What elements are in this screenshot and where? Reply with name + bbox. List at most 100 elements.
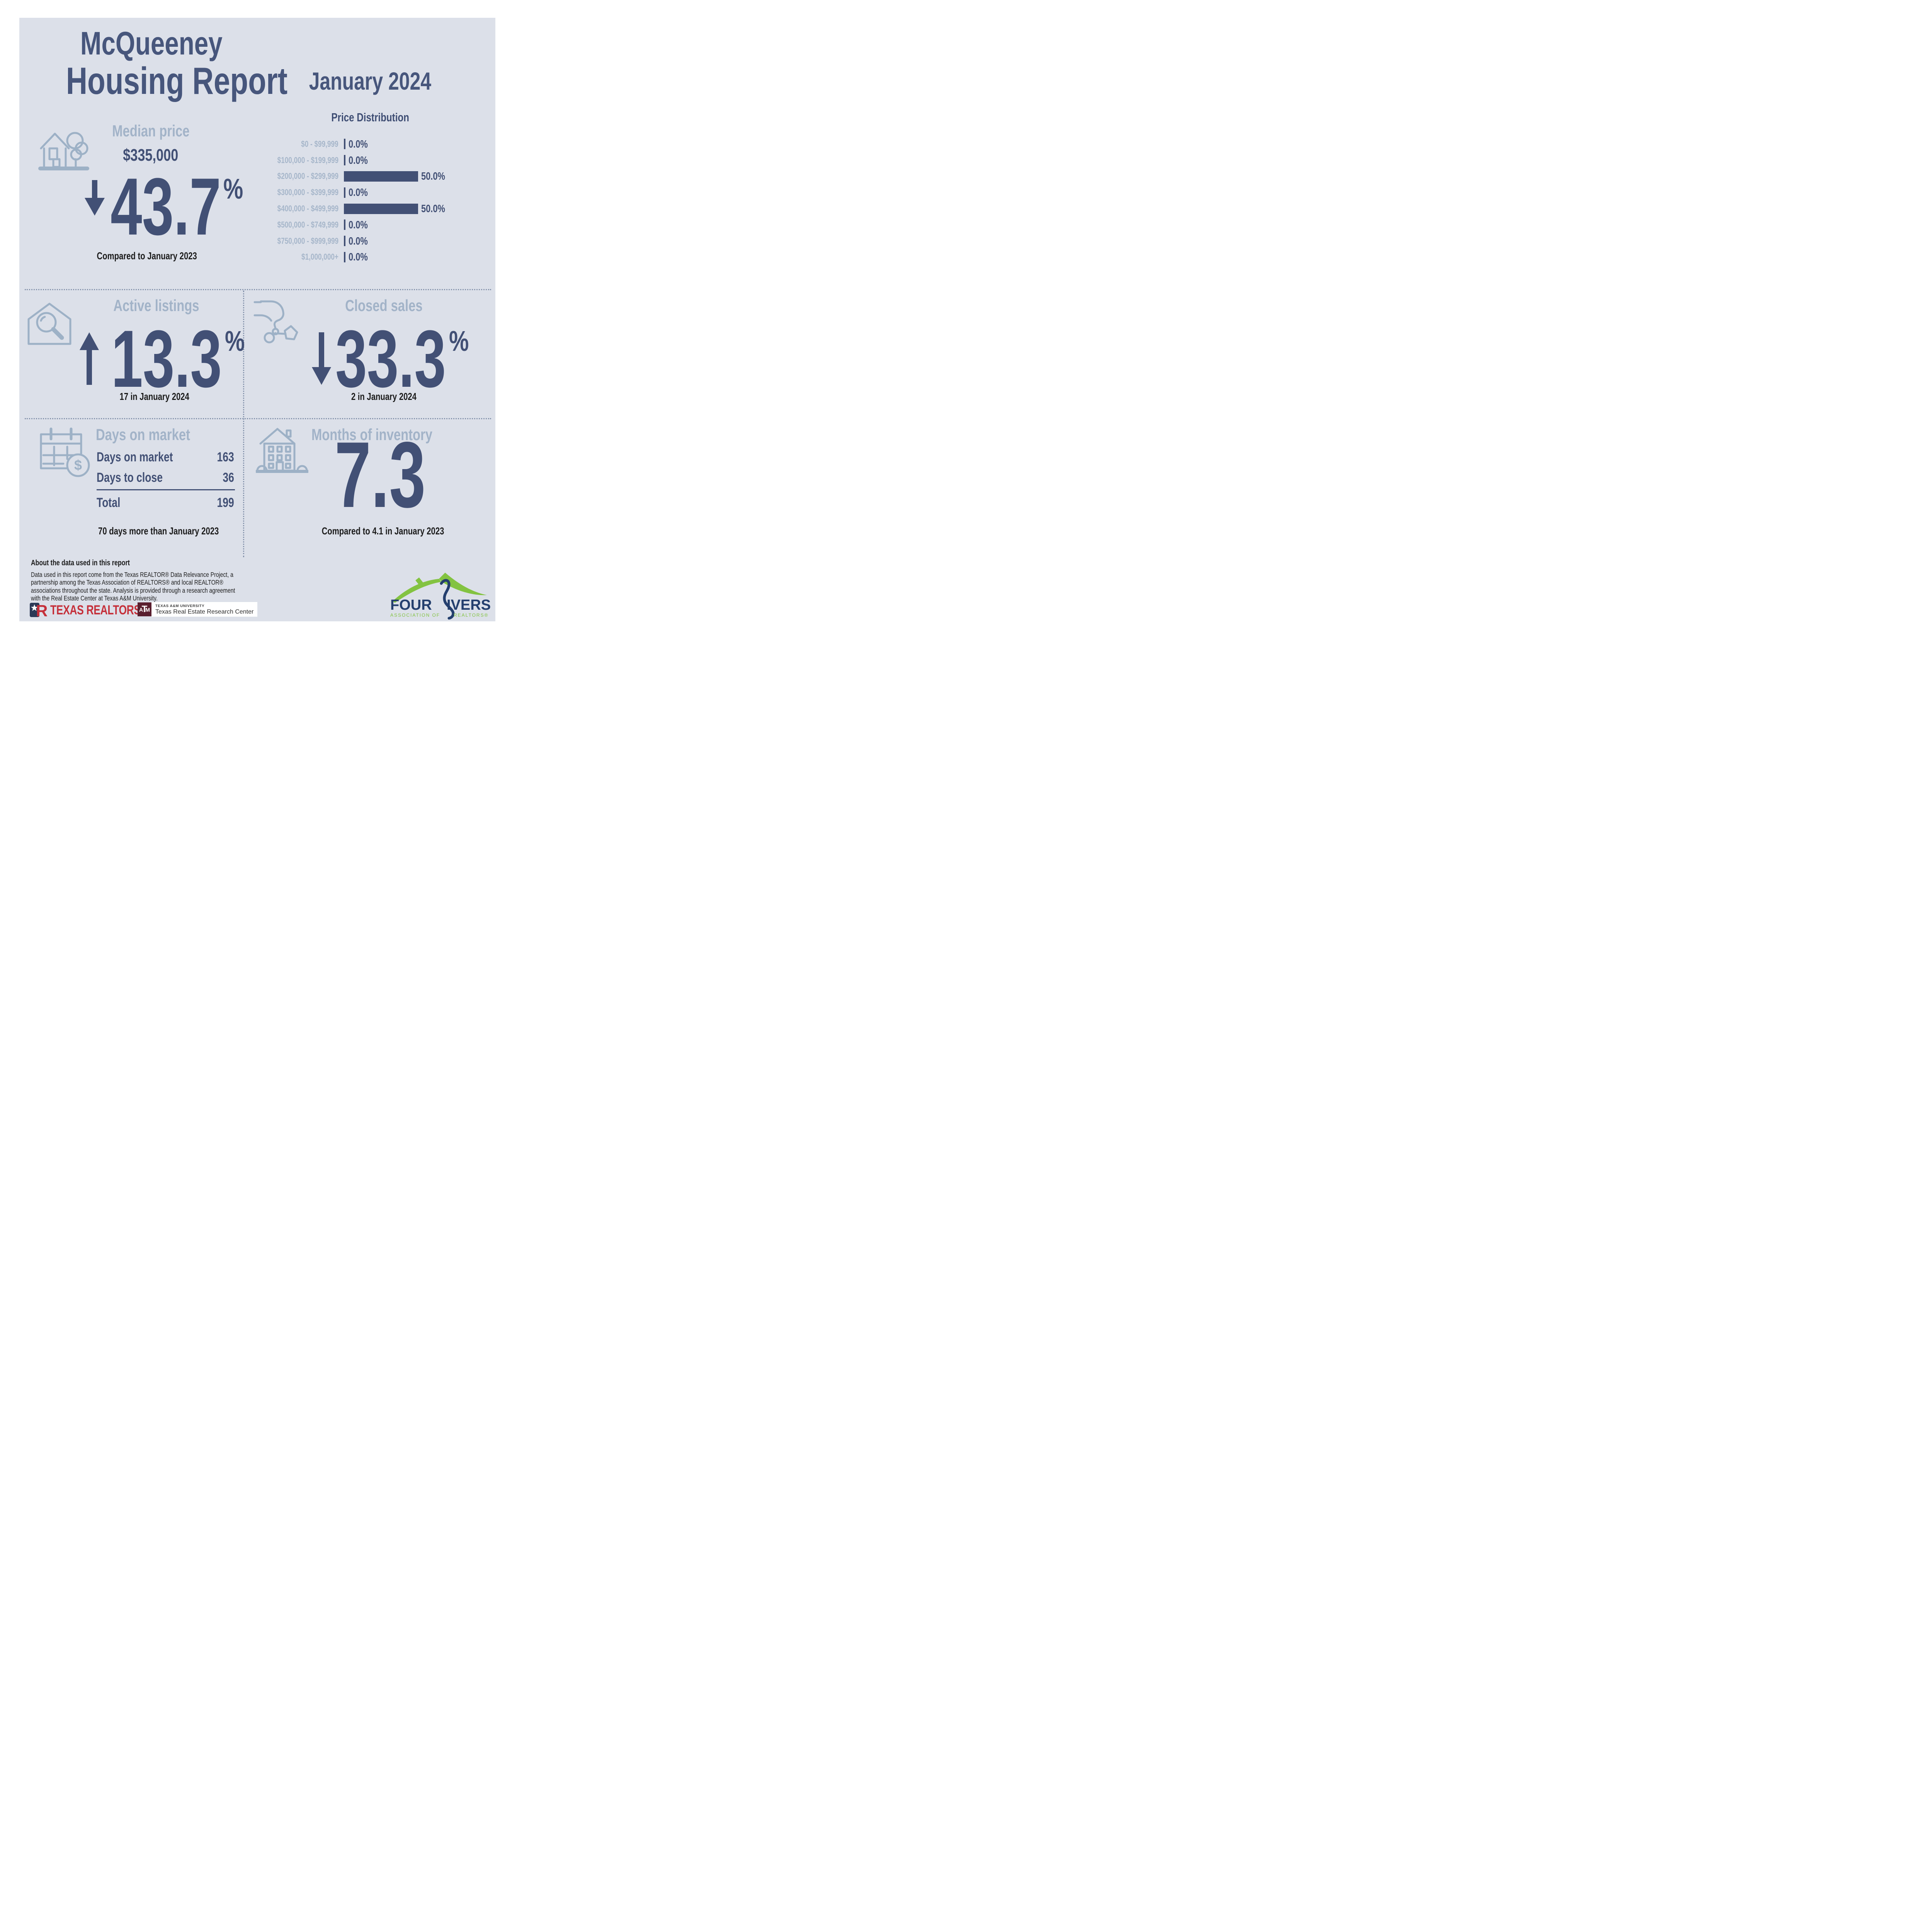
texas-realtors-mark-icon: R xyxy=(30,602,47,618)
table-total-rule xyxy=(97,489,235,490)
days-to-close-row-value: 36 xyxy=(223,470,234,485)
trerc-wordmark: TEXAS A&M UNIVERSITY Texas Real Estate R… xyxy=(151,602,258,617)
about-section: About the data used in this report Data … xyxy=(31,559,244,602)
days-on-market-caption: 70 days more than January 2023 xyxy=(98,525,219,537)
distribution-value-label: 50.0% xyxy=(421,202,445,215)
closed-sales-caption: 2 in January 2024 xyxy=(351,391,417,402)
page-title-line2: Housing Report xyxy=(66,60,288,102)
texas-realtors-wordmark: TEXAS REALTORS® xyxy=(50,602,148,617)
down-arrow-icon xyxy=(85,180,105,216)
distribution-value-label: 0.0% xyxy=(349,138,368,150)
trerc-logo: A T M TEXAS A&M UNIVERSITY Texas Real Es… xyxy=(138,602,258,617)
up-arrow-icon xyxy=(80,332,99,385)
trerc-university-line: TEXAS A&M UNIVERSITY xyxy=(155,604,205,608)
trerc-center-line: Texas Real Estate Research Center xyxy=(155,608,254,615)
total-row-label: Total xyxy=(97,495,121,510)
distribution-value-label: 50.0% xyxy=(421,170,445,182)
distribution-plot: 0.0% xyxy=(344,219,373,231)
horizontal-divider xyxy=(25,289,491,290)
distribution-category-label: $0 - $99,999 xyxy=(301,139,338,149)
distribution-row: $0 - $99,999 0.0% xyxy=(224,136,495,152)
distribution-value-label: 0.0% xyxy=(349,186,368,199)
distribution-row: $100,000 - $199,999 0.0% xyxy=(224,152,495,168)
distribution-category-label: $1,000,000+ xyxy=(301,252,338,262)
distribution-category-label: $400,000 - $499,999 xyxy=(277,204,338,214)
distribution-value-label: 0.0% xyxy=(349,235,368,247)
median-price-percent-sign: % xyxy=(223,173,243,205)
distribution-row: $500,000 - $749,999 0.0% xyxy=(224,217,495,233)
report-period: January 2024 xyxy=(309,67,432,95)
house-tree-icon xyxy=(38,132,89,170)
median-price-comparison: Compared to January 2023 xyxy=(97,250,197,262)
price-distribution-chart: $0 - $99,999 0.0% $100,000 - $199,999 0.… xyxy=(224,136,495,265)
distribution-row: $200,000 - $299,999 50.0% xyxy=(224,168,495,185)
four-rivers-word-left: FOUR xyxy=(390,597,432,613)
distribution-tick xyxy=(344,187,345,198)
distribution-plot: 0.0% xyxy=(344,138,373,150)
months-of-inventory-caption: Compared to 4.1 in January 2023 xyxy=(321,525,444,537)
four-rivers-logo: FOUR IVERS ASSOCIATION OF REALTORS® xyxy=(390,573,491,620)
median-price-label: Median price xyxy=(112,122,190,140)
total-row-value: 199 xyxy=(217,495,234,510)
down-arrow-icon xyxy=(312,332,331,385)
texas-am-monogram-icon: A T M xyxy=(138,602,151,616)
apartment-building-icon xyxy=(256,428,308,473)
distribution-plot: 0.0% xyxy=(344,251,373,263)
texas-realtors-logo: R TEXAS REALTORS® xyxy=(29,602,175,618)
distribution-plot: 0.0% xyxy=(344,154,373,167)
distribution-category-label: $200,000 - $299,999 xyxy=(277,171,338,181)
calendar-dollar-icon: $ xyxy=(40,427,90,477)
distribution-plot: 0.0% xyxy=(344,235,373,247)
atm-letter-m: M xyxy=(145,607,150,613)
four-rivers-subtitle-left: ASSOCIATION OF xyxy=(390,612,440,618)
horizontal-divider xyxy=(25,418,491,419)
days-on-market-label: Days on market xyxy=(96,425,190,444)
active-listings-change: 13.3 xyxy=(111,313,222,404)
atm-letter-a: A xyxy=(139,607,143,613)
about-heading: About the data used in this report xyxy=(31,559,130,567)
distribution-bar xyxy=(344,171,418,182)
distribution-tick xyxy=(344,252,345,262)
distribution-row: $400,000 - $499,999 50.0% xyxy=(224,201,495,217)
chimney-icon xyxy=(415,577,424,587)
distribution-plot: 50.0% xyxy=(344,202,452,215)
atm-letter-t: T xyxy=(141,604,148,614)
roof-right-icon xyxy=(439,573,487,595)
distribution-plot: 50.0% xyxy=(344,170,452,182)
four-rivers-word-right: IVERS xyxy=(447,597,491,613)
dollar-sign-glyph: $ xyxy=(74,457,82,473)
distribution-category-label: $500,000 - $749,999 xyxy=(277,219,338,230)
about-body: Data used in this report come from the T… xyxy=(31,571,235,602)
distribution-category-label: $300,000 - $399,999 xyxy=(277,187,338,197)
housing-report-page: McQueeney Housing Report January 2024 Pr… xyxy=(0,0,512,641)
distribution-row: $1,000,000+ 0.0% xyxy=(224,249,495,265)
median-price-change: 43.7 xyxy=(111,161,221,252)
distribution-tick xyxy=(344,155,345,166)
roof-left-icon xyxy=(393,579,441,603)
days-to-close-row-label: Days to close xyxy=(97,470,163,485)
distribution-row: $750,000 - $999,999 0.0% xyxy=(224,233,495,249)
distribution-bar xyxy=(344,203,418,214)
price-distribution-title: Price Distribution xyxy=(331,111,409,124)
distribution-category-label: $750,000 - $999,999 xyxy=(277,236,338,246)
four-rivers-subtitle-right: REALTORS® xyxy=(454,612,488,618)
report-panel xyxy=(19,18,495,621)
house-search-icon xyxy=(27,303,71,345)
distribution-value-label: 0.0% xyxy=(349,251,368,263)
median-price-value: $335,000 xyxy=(123,146,179,165)
distribution-category-label: $100,000 - $199,999 xyxy=(277,155,338,165)
vertical-divider xyxy=(243,291,244,557)
distribution-row: $300,000 - $399,999 0.0% xyxy=(224,184,495,201)
distribution-tick xyxy=(344,236,345,247)
river-r-icon xyxy=(440,579,455,620)
active-listings-percent-sign: % xyxy=(225,325,245,357)
distribution-tick xyxy=(344,219,345,230)
days-on-market-row-value: 163 xyxy=(217,450,234,464)
closed-sales-percent-sign: % xyxy=(449,325,469,357)
active-listings-caption: 17 in January 2024 xyxy=(119,391,190,402)
months-of-inventory-label: Months of inventory xyxy=(311,425,433,444)
closed-sales-label: Closed sales xyxy=(345,296,423,315)
closed-sales-change: 33.3 xyxy=(335,313,446,404)
hand-keys-icon xyxy=(253,300,298,344)
distribution-value-label: 0.0% xyxy=(349,218,368,231)
